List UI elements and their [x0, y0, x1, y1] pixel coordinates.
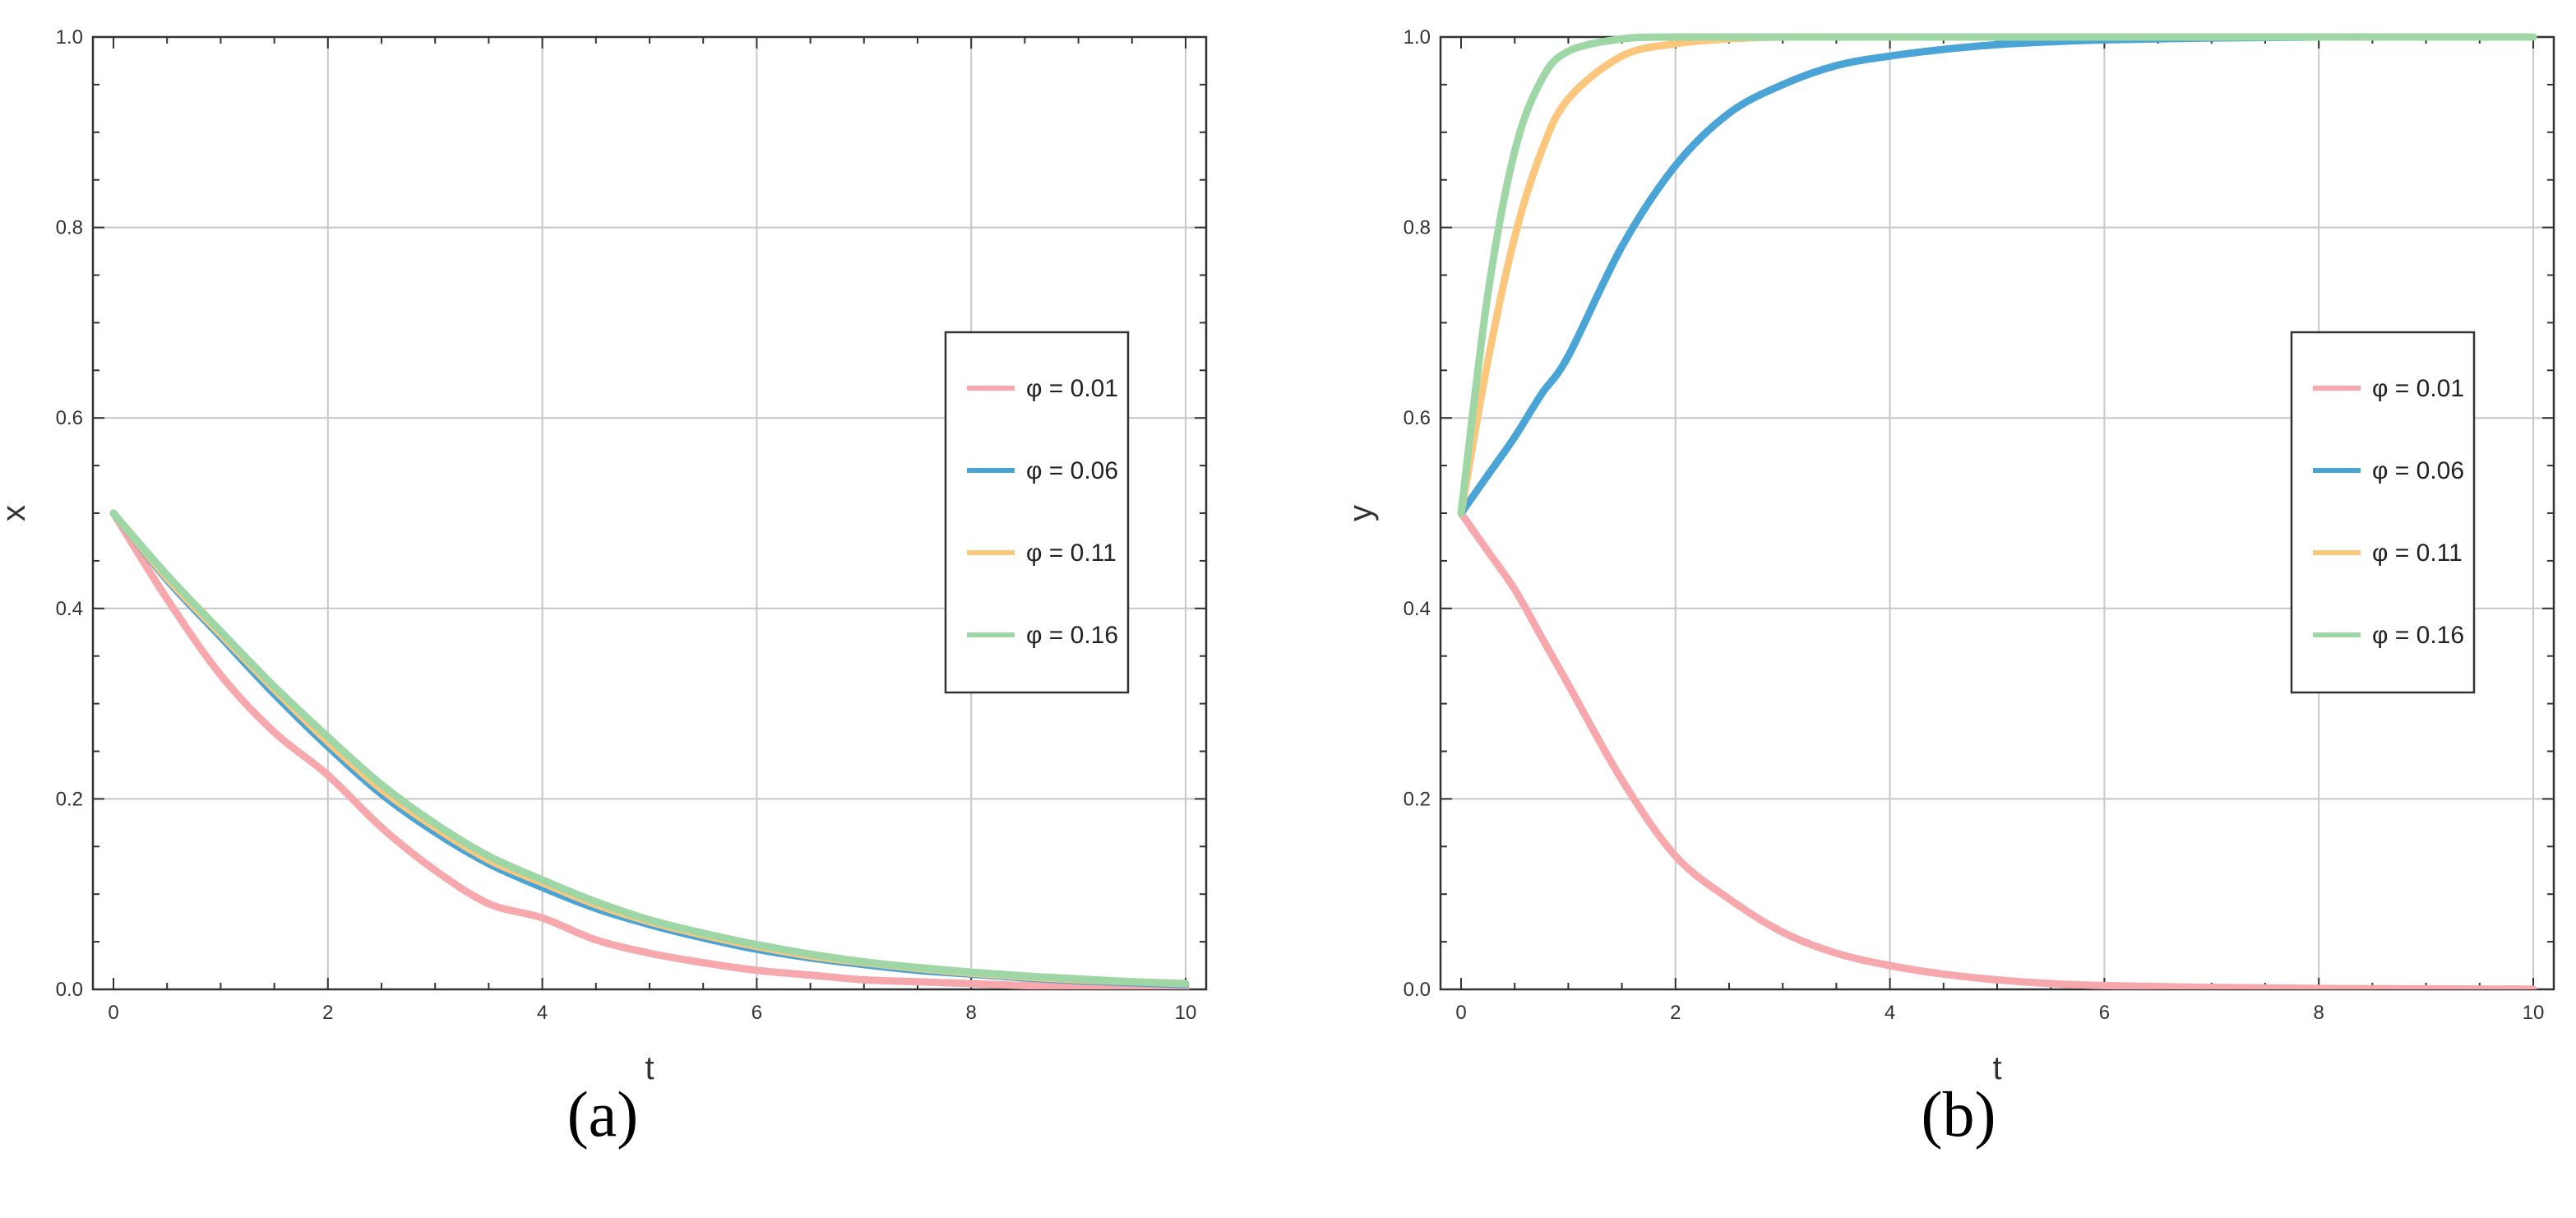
x-axis-label: t [645, 1050, 654, 1086]
series-line-3 [1457, 33, 2537, 517]
panel-label-b: (b) [1921, 1078, 1996, 1150]
y-tick-label: 0.2 [1404, 788, 1431, 810]
x-tick-label: 6 [2099, 1002, 2110, 1024]
x-tick-label: 0 [1455, 1002, 1466, 1024]
x-tick-label: 10 [2523, 1002, 2545, 1024]
y-tick-label: 1.0 [56, 26, 83, 49]
legend-label-2: φ = 0.11 [1026, 540, 1117, 567]
legend-label-3: φ = 0.16 [2372, 622, 2464, 649]
series-lines [1457, 33, 2537, 989]
legend-label-2: φ = 0.11 [2372, 540, 2463, 567]
y-tick-label: 0.2 [56, 788, 83, 810]
x-tick-label: 8 [966, 1002, 977, 1024]
y-tick-label: 0.6 [56, 407, 83, 429]
x-tick-label: 2 [322, 1002, 333, 1024]
y-tick-label: 0.4 [1404, 598, 1431, 620]
x-tick-label: 10 [1175, 1002, 1197, 1024]
y-axis-label: y [1343, 505, 1379, 521]
y-tick-label: 1.0 [1404, 26, 1431, 49]
series-line-3 [109, 509, 1190, 988]
series-line-0 [1457, 509, 2537, 989]
y-tick-label: 0.0 [56, 979, 83, 1001]
legend-label-1: φ = 0.06 [2372, 457, 2464, 484]
x-tick-label: 4 [537, 1002, 548, 1024]
y-tick-label: 0.0 [1404, 979, 1431, 1001]
x-tick-label: 4 [1885, 1002, 1895, 1024]
panel-label-a: (a) [567, 1078, 639, 1150]
y-axis-label: x [0, 505, 32, 521]
x-tick-label: 2 [1670, 1002, 1681, 1024]
legend-label-0: φ = 0.01 [1026, 375, 1118, 402]
y-tick-label: 0.8 [1404, 217, 1431, 239]
x-axis-label: t [1992, 1050, 2001, 1086]
legend-label-3: φ = 0.16 [1026, 622, 1118, 649]
series-line-0 [109, 509, 1190, 989]
legend-label-0: φ = 0.01 [2372, 375, 2464, 402]
legend: φ = 0.01 φ = 0.06 φ = 0.11 φ = 0.16 [944, 331, 1130, 694]
y-tick-label: 0.4 [56, 598, 83, 620]
legend-label-1: φ = 0.06 [1026, 457, 1118, 484]
y-tick-label: 0.8 [56, 217, 83, 239]
legend: φ = 0.01 φ = 0.06 φ = 0.11 φ = 0.16 [2290, 331, 2476, 694]
x-tick-label: 6 [752, 1002, 762, 1024]
x-tick-label: 0 [108, 1002, 118, 1024]
series-lines [109, 509, 1190, 989]
y-tick-label: 0.6 [1404, 407, 1431, 429]
x-tick-label: 8 [2314, 1002, 2324, 1024]
